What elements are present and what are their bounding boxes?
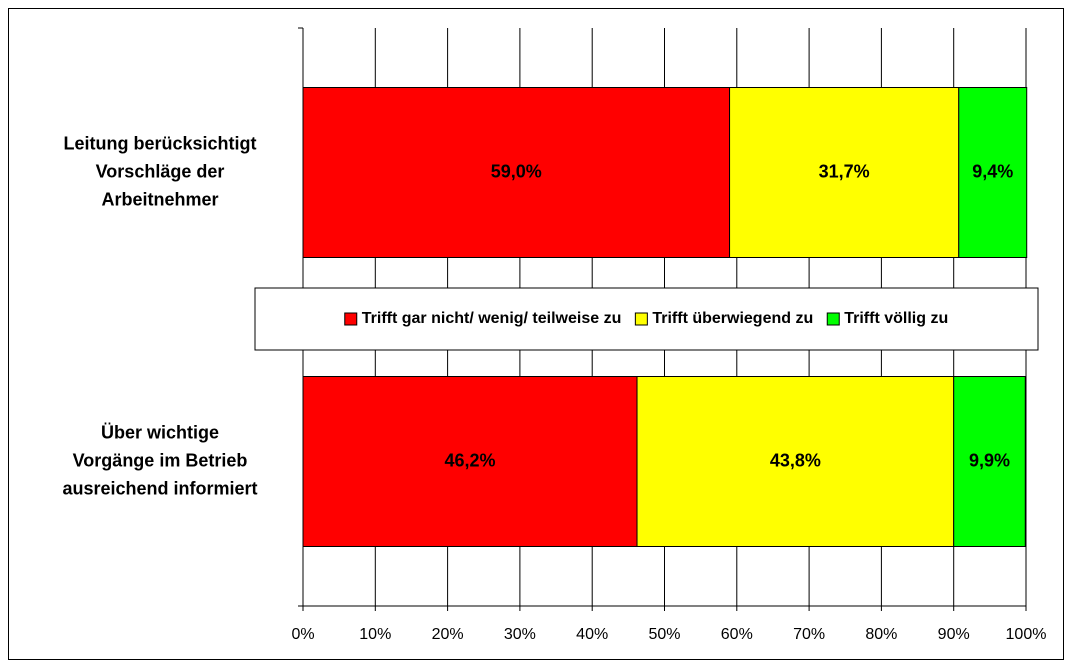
value-label: 59,0% bbox=[491, 161, 542, 181]
x-tick-label: 40% bbox=[576, 626, 608, 643]
legend-label: Trifft überwiegend zu bbox=[652, 310, 813, 327]
legend-swatch bbox=[344, 312, 358, 326]
x-tick-label: 100% bbox=[1006, 626, 1047, 643]
value-label: 9,4% bbox=[972, 161, 1013, 181]
y-tick-label: Vorgänge im Betrieb bbox=[73, 450, 248, 470]
x-tick-label: 20% bbox=[432, 626, 464, 643]
y-tick-label: ausreichend informiert bbox=[62, 478, 257, 498]
bar bbox=[302, 87, 731, 258]
y-tick-label: Über wichtige bbox=[101, 422, 219, 442]
x-tick-label: 90% bbox=[938, 626, 970, 643]
bar bbox=[953, 376, 1026, 547]
x-tick-label: 60% bbox=[721, 626, 753, 643]
x-tick-label: 80% bbox=[865, 626, 897, 643]
x-tick-label: 70% bbox=[793, 626, 825, 643]
x-tick-label: 0% bbox=[291, 626, 314, 643]
x-tick-label: 50% bbox=[648, 626, 680, 643]
legend-swatch bbox=[634, 312, 648, 326]
value-label: 46,2% bbox=[444, 450, 495, 470]
bar bbox=[729, 87, 960, 258]
value-label: 9,9% bbox=[969, 450, 1010, 470]
bar bbox=[636, 376, 955, 547]
x-tick-label: 30% bbox=[504, 626, 536, 643]
legend-label: Trifft gar nicht/ wenig/ teilweise zu bbox=[362, 310, 622, 327]
y-tick-label: Leitung berücksichtigt bbox=[63, 133, 256, 153]
legend: Trifft gar nicht/ wenig/ teilweise zu Tri… bbox=[344, 310, 948, 327]
y-tick-label: Arbeitnehmer bbox=[101, 189, 218, 209]
x-tick-label: 10% bbox=[359, 626, 391, 643]
value-label: 43,8% bbox=[770, 450, 821, 470]
bar bbox=[302, 376, 638, 547]
bar bbox=[958, 87, 1028, 258]
legend-swatch bbox=[826, 312, 840, 326]
legend-label: Trifft völlig zu bbox=[844, 310, 948, 327]
y-tick-label: Vorschläge der bbox=[96, 161, 225, 181]
value-label: 31,7% bbox=[819, 161, 870, 181]
